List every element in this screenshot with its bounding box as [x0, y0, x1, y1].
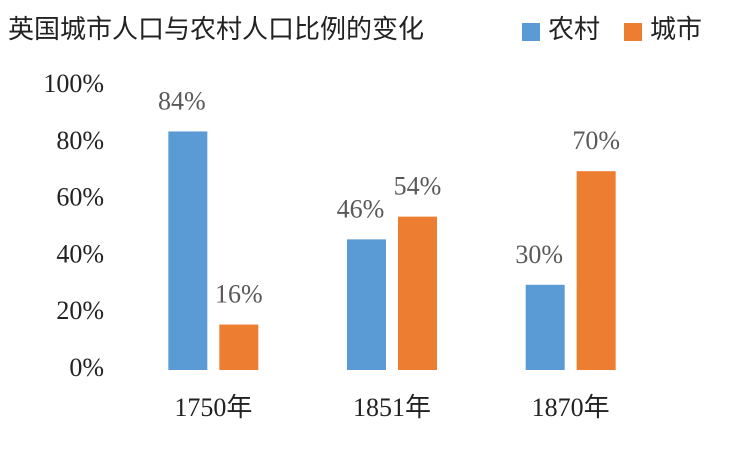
y-tick-label: 40% — [56, 239, 104, 268]
y-tick-label: 100% — [43, 69, 104, 98]
legend-swatch — [522, 23, 540, 41]
x-tick-label: 1870年 — [532, 393, 610, 422]
x-tick-label: 1750年 — [174, 393, 252, 422]
value-label: 30% — [515, 240, 563, 269]
x-tick-label: 1851年 — [353, 393, 431, 422]
bar — [219, 324, 259, 370]
legend-label: 城市 — [650, 15, 702, 44]
bar — [398, 216, 437, 370]
value-label: 84% — [158, 86, 206, 115]
bar — [576, 171, 616, 370]
value-label: 54% — [394, 172, 442, 201]
y-tick-label: 0% — [69, 353, 104, 382]
legend-label: 农村 — [548, 15, 600, 44]
bar — [168, 131, 208, 370]
y-tick-label: 60% — [56, 183, 104, 212]
legend-swatch — [624, 23, 642, 41]
bar — [525, 284, 565, 370]
value-label: 46% — [337, 194, 385, 223]
y-tick-label: 80% — [56, 126, 104, 155]
value-label: 16% — [215, 280, 263, 309]
bar — [347, 239, 386, 370]
y-tick-label: 20% — [56, 296, 104, 325]
chart-title: 英国城市人口与农村人口比例的变化 — [8, 15, 424, 44]
value-label: 70% — [572, 126, 620, 155]
